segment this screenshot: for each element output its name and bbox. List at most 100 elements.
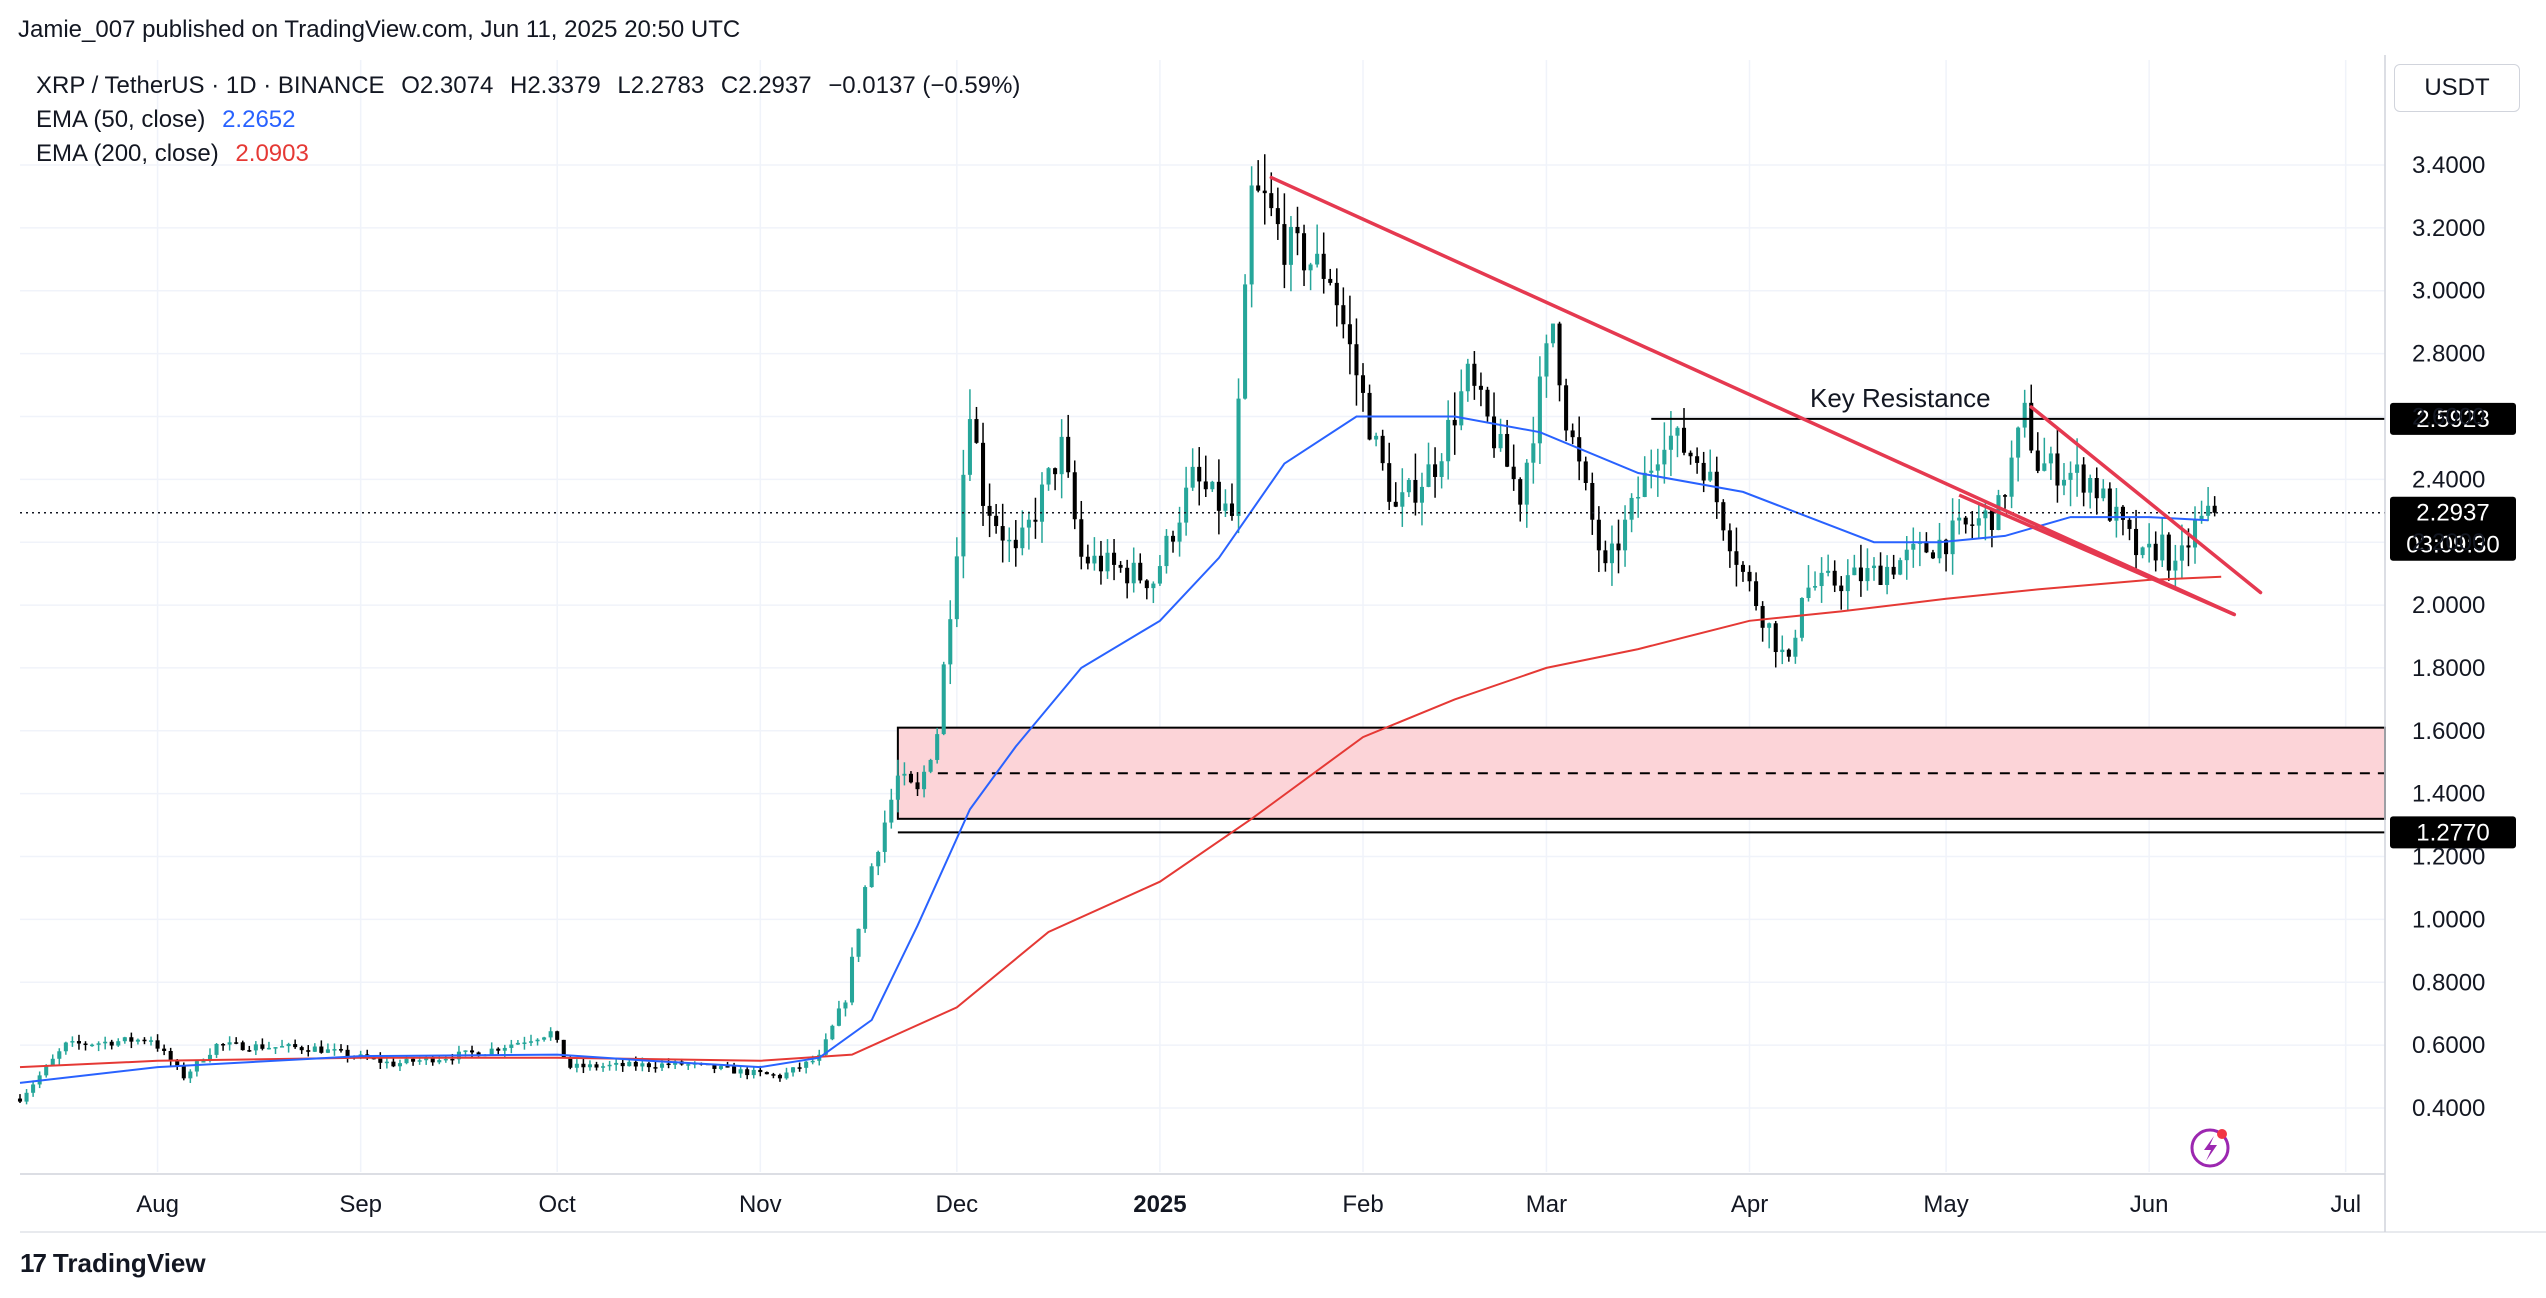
candle-body <box>2153 543 2158 561</box>
candle-body <box>732 1066 737 1074</box>
candle-body <box>1419 486 1424 503</box>
candle-body <box>1911 543 1916 550</box>
candle-body <box>1498 433 1503 449</box>
candle-body <box>1616 543 1621 551</box>
candle-body <box>280 1046 285 1048</box>
candle-body <box>581 1063 586 1068</box>
candle-body <box>1275 208 1280 225</box>
candle-body <box>908 773 914 783</box>
candle-body <box>135 1039 140 1042</box>
price-label-box <box>2390 402 2516 435</box>
candle-body <box>207 1054 213 1062</box>
y-tick-label: 1.0000 <box>2412 906 2485 933</box>
candle-body <box>194 1061 199 1072</box>
candle-body <box>1767 623 1772 628</box>
candle-body <box>1164 535 1169 567</box>
candle-body <box>1459 391 1464 426</box>
candle-body <box>2042 463 2047 471</box>
legend-symbol[interactable]: XRP / TetherUS · 1D · BINANCE <box>36 72 385 99</box>
legend-close: C2.2937 <box>720 72 812 99</box>
candle-body <box>1708 471 1713 481</box>
tradingview-logo[interactable]: 17 TradingView <box>20 1248 206 1279</box>
candle-body <box>1144 580 1149 589</box>
candle-body <box>2081 464 2086 493</box>
candle-body <box>1256 185 1261 191</box>
candle-body <box>686 1064 691 1066</box>
candle-body <box>2199 515 2204 520</box>
legend-ema200[interactable]: EMA (200, close) 2.0903 <box>36 140 319 168</box>
candle-body <box>384 1061 389 1064</box>
y-tick-label: 2.2000 <box>2412 529 2485 556</box>
candle-body <box>443 1058 448 1061</box>
candle-body <box>201 1061 206 1063</box>
candle-body <box>1400 492 1405 507</box>
candle-body <box>1734 551 1739 565</box>
candle-body <box>1262 190 1267 194</box>
candle-body <box>2002 495 2008 497</box>
candle-body <box>1216 481 1221 511</box>
candle-body <box>397 1063 403 1067</box>
currency-label: USDT <box>2424 74 2490 101</box>
x-tick-label: Feb <box>1342 1191 1383 1218</box>
candle-body <box>1223 503 1228 511</box>
candle-body <box>50 1058 55 1066</box>
candle-body <box>2212 505 2217 513</box>
candle-body <box>181 1065 186 1079</box>
candle-body <box>1380 435 1385 464</box>
candle-body <box>247 1050 252 1052</box>
candle-body <box>666 1063 671 1066</box>
candle-body <box>1079 519 1084 557</box>
candle-body <box>2192 519 2198 548</box>
y-tick-label: 0.6000 <box>2412 1032 2485 1059</box>
candle-body <box>1799 597 1804 638</box>
legend-ema50[interactable]: EMA (50, close) 2.2652 <box>36 106 305 134</box>
candle-body <box>568 1057 573 1068</box>
candle-body <box>1177 522 1182 542</box>
x-tick-label: Oct <box>539 1191 577 1218</box>
y-tick-label: 1.8000 <box>2412 655 2485 682</box>
candle-body <box>1832 570 1837 586</box>
candle-body <box>1013 539 1018 549</box>
candle-body <box>1243 284 1248 399</box>
candle-body <box>155 1040 160 1049</box>
candle-body <box>57 1051 62 1059</box>
candle-body <box>1491 416 1497 449</box>
candle-body <box>175 1061 180 1066</box>
candle-body <box>221 1044 226 1046</box>
candle-body <box>1085 556 1090 564</box>
candle-body <box>1131 562 1136 584</box>
candle-body <box>830 1025 835 1040</box>
candle-body <box>1066 436 1071 473</box>
legend-open: O2.3074 <box>401 72 494 99</box>
candle-body <box>646 1063 651 1068</box>
candle-body <box>1944 539 1949 555</box>
candle-body <box>299 1047 304 1051</box>
candle-body <box>1269 193 1274 209</box>
candle-body <box>889 799 894 823</box>
candle-body <box>1229 503 1235 516</box>
candle-body <box>797 1067 802 1069</box>
legend-low: L2.2783 <box>617 72 705 99</box>
legend-high: H2.3379 <box>509 72 601 99</box>
candle-body <box>1341 305 1346 325</box>
candle-body <box>2055 453 2060 486</box>
candle-body <box>1197 466 1202 482</box>
y-tick-label: 1.4000 <box>2412 781 2485 808</box>
y-tick-label: 2.4000 <box>2412 466 2485 493</box>
candle-body <box>1865 568 1870 582</box>
candle-body <box>417 1060 422 1062</box>
candle-body <box>555 1031 560 1040</box>
candle-body <box>1295 226 1300 234</box>
candle-body <box>974 419 979 443</box>
candle-body <box>1328 278 1333 283</box>
candle-body <box>293 1044 298 1048</box>
price-label-text: 2.2937 <box>2416 500 2489 527</box>
candle-body <box>1891 566 1896 575</box>
candle-body <box>2114 506 2119 521</box>
legend-ema200-value: 2.0903 <box>235 140 309 167</box>
candle-body <box>2009 457 2014 497</box>
candle-body <box>1472 363 1477 386</box>
candle-body <box>1046 468 1051 485</box>
currency-button[interactable]: USDT <box>2394 64 2520 112</box>
